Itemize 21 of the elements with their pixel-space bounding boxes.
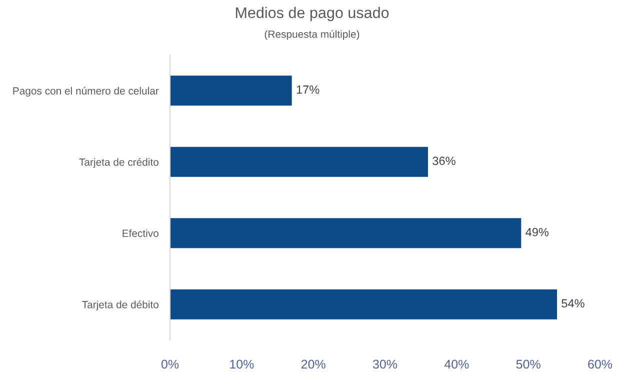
data-label: 17% (296, 85, 320, 94)
x-tick-label: 20% (301, 360, 326, 369)
x-tick-label: 60% (588, 360, 612, 369)
x-tick-label: 30% (372, 360, 398, 369)
chart-title: Medios de pago usado (236, 6, 389, 22)
y-tick-label: Tarjeta de débito (82, 300, 158, 310)
data-label: 54% (562, 299, 584, 308)
bar (170, 146, 428, 177)
x-tick-label: 0% (161, 360, 179, 369)
chart-subtitle: (Respuesta múltiple) (264, 30, 360, 40)
data-label: 36% (432, 156, 456, 166)
bar (170, 218, 522, 248)
y-tick-label: Tarjeta de crédito (79, 158, 158, 168)
y-tick-label: Efectivo (122, 229, 158, 237)
x-tick-label: 10% (230, 360, 254, 369)
x-tick-label: 50% (516, 360, 540, 369)
bar (170, 76, 292, 106)
bar (170, 289, 557, 320)
y-tick-label: Pagos con el número de celular (13, 86, 159, 97)
data-label: 49% (526, 228, 549, 236)
x-tick-label: 40% (444, 360, 469, 369)
